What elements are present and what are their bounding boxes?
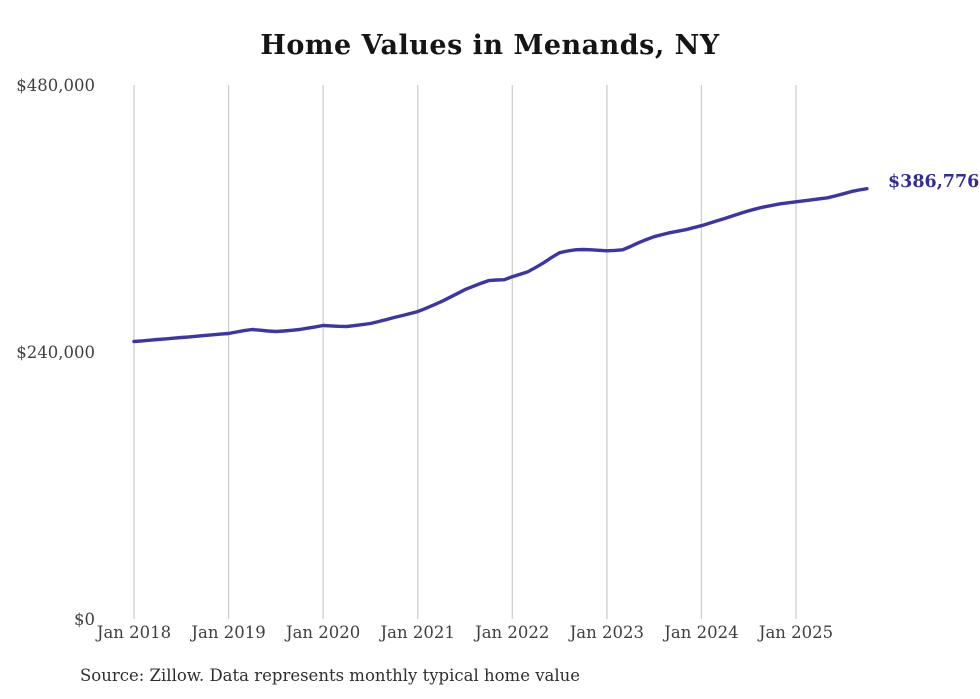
- x-tick-label: Jan 2020: [284, 623, 360, 642]
- y-tick-label: $0: [74, 610, 95, 629]
- x-tick-label: Jan 2019: [189, 623, 265, 642]
- y-tick-label: $480,000: [16, 76, 95, 95]
- x-tick-label: Jan 2021: [379, 623, 455, 642]
- home-value-line: [132, 187, 869, 344]
- y-tick-label: $240,000: [16, 343, 95, 362]
- source-note: Source: Zillow. Data represents monthly …: [80, 666, 581, 685]
- x-tick-label: Jan 2018: [95, 623, 171, 642]
- x-tick-label: Jan 2024: [662, 623, 738, 642]
- x-tick-label: Jan 2023: [568, 623, 644, 642]
- x-tick-label: Jan 2022: [473, 623, 549, 642]
- chart-title: Home Values in Menands, NY: [260, 30, 720, 61]
- x-tick-label: Jan 2025: [757, 623, 833, 642]
- final-value-label: $386,776: [888, 172, 980, 192]
